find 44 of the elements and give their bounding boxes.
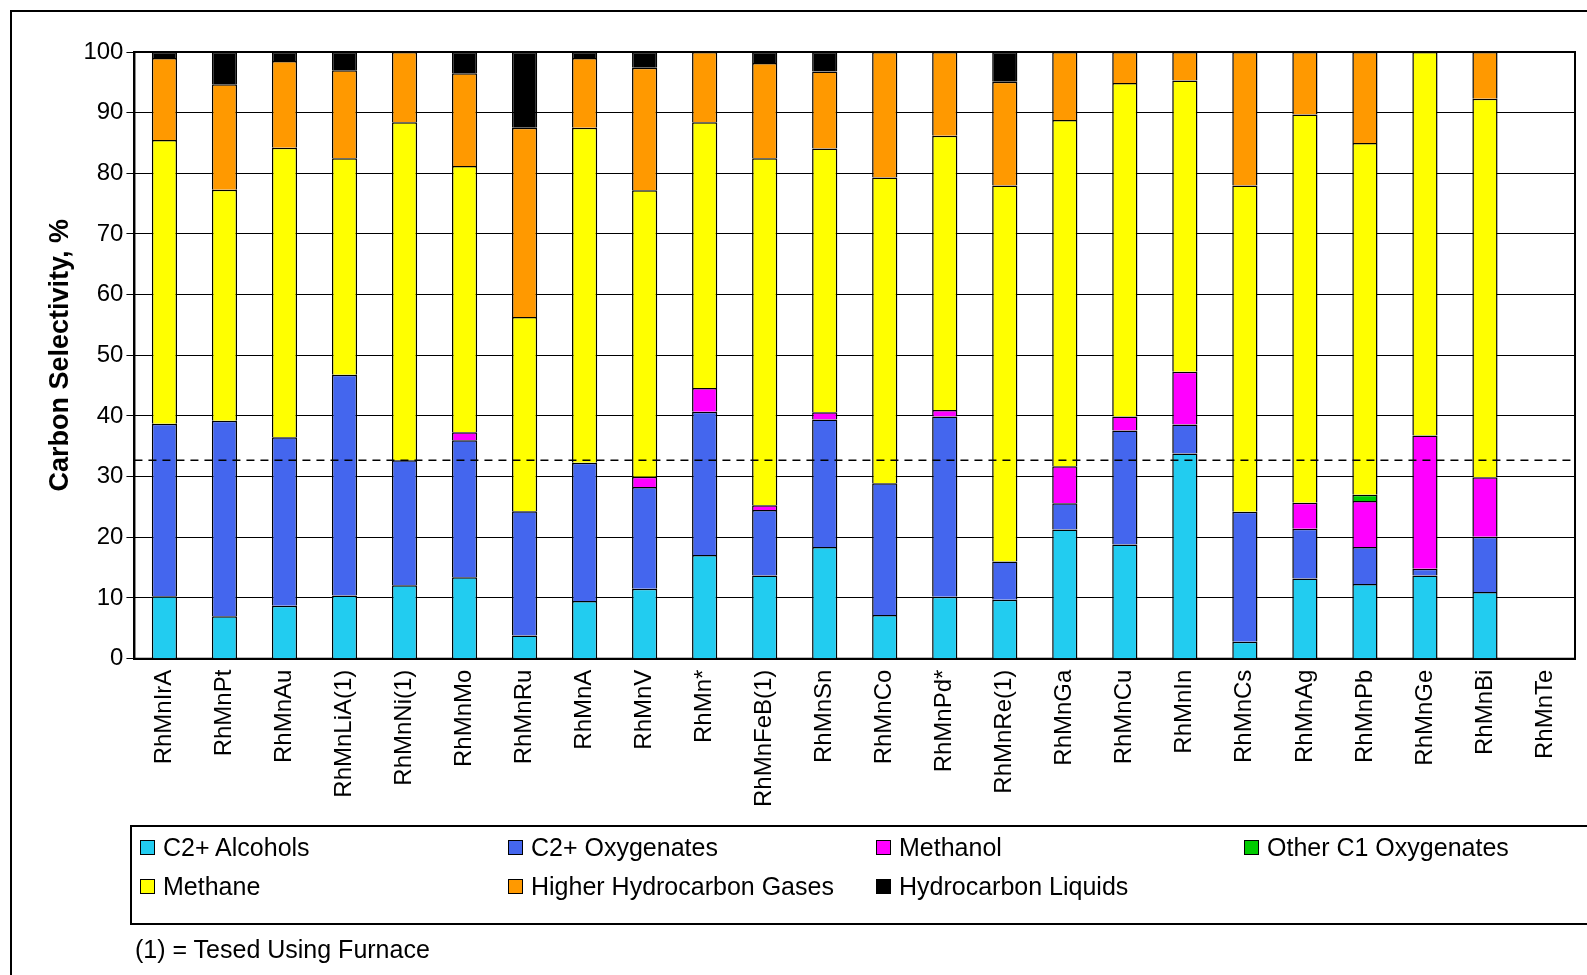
x-tick-label: RhMn* <box>689 669 717 743</box>
x-tick-label: RhMnIrA <box>149 669 177 765</box>
x-tick-label: RhMnSn <box>809 669 837 764</box>
x-tick-label: RhMnAu <box>269 669 297 764</box>
legend-label: C2+ Alcohols <box>163 833 310 862</box>
x-tick-label: RhMnGa <box>1049 668 1077 766</box>
y-tick-label: 0 <box>110 643 124 671</box>
x-tick-label: RhMnA <box>569 669 597 750</box>
y-axis-title: Carbon Selectivity, % <box>43 219 74 492</box>
text: (1) = Tesed Using Furnace <box>135 935 430 964</box>
y-tick-label: 80 <box>96 157 124 185</box>
x-tick-label: RhMnPd* <box>929 669 957 773</box>
y-tick-label: 20 <box>96 521 124 549</box>
x-tick-label: RhMnLiA(1) <box>329 669 357 798</box>
legend-label: Methane <box>163 872 261 901</box>
x-tick-label: RhMnCu <box>1109 669 1137 765</box>
x-tick-label: RhMnPb <box>1349 669 1377 764</box>
legend-label: C2+ Oxygenates <box>531 833 718 862</box>
y-tick-label: 100 <box>83 36 124 64</box>
y-tick-label: 70 <box>96 218 124 246</box>
x-tick-label: RhMnIn <box>1169 669 1197 754</box>
x-tick-label: RhMnMo <box>449 669 477 767</box>
y-tick-label: 30 <box>96 461 124 489</box>
x-tick-label: RhMnTe <box>1529 669 1557 760</box>
y-tick-label: 50 <box>96 339 124 367</box>
x-tick-label: RhMnBi <box>1469 669 1497 755</box>
x-tick-label: RhMnGe <box>1409 669 1437 766</box>
legend-label: Other C1 Oxygenates <box>1267 833 1509 862</box>
y-tick-label: 90 <box>96 97 124 125</box>
x-tick-label: RhMnCs <box>1229 669 1257 763</box>
x-tick-label: RhMnAg <box>1289 669 1317 764</box>
x-tick-label: RhMnRe(1) <box>989 669 1017 794</box>
x-tick-label: RhMnV <box>629 669 657 750</box>
x-tick-label: RhMnFeB(1) <box>749 669 777 808</box>
y-tick-label: 10 <box>96 582 124 610</box>
x-tick-label: RhMnNi(1) <box>389 669 417 786</box>
x-tick-label: RhMnRu <box>509 669 537 765</box>
y-tick-label: 60 <box>96 279 124 307</box>
y-tick-label: 40 <box>96 400 124 428</box>
legend-label: Hydrocarbon Liquids <box>899 872 1129 901</box>
x-tick-label: RhMnPt <box>209 669 237 757</box>
legend-label: Higher Hydrocarbon Gases <box>531 872 834 901</box>
legend-label: Methanol <box>899 833 1002 862</box>
x-tick-label: RhMnCo <box>869 669 897 765</box>
